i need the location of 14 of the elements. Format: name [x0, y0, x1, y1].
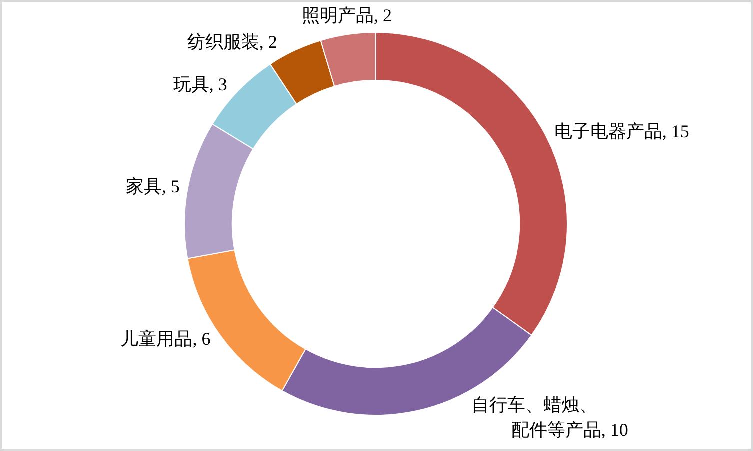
data-label: , 2 [259, 32, 278, 52]
data-label: , 2 [374, 5, 392, 26]
slice-label: 儿童用品 [120, 328, 193, 349]
slice-label: 玩具 [173, 74, 210, 94]
data-label: , 6 [192, 328, 211, 349]
slice-label: 电子电器产品 [554, 122, 662, 142]
data-label: , 5 [162, 176, 180, 196]
data-label: , 3 [209, 74, 228, 94]
data-label: , 10 [601, 420, 628, 440]
slice-label: 家具 [126, 176, 162, 196]
slice-label: 自行车、蜡烛、配件等产品 [471, 394, 602, 440]
slice-label: 照明产品 [302, 5, 374, 26]
slice-label: 纺织服装 [187, 32, 260, 52]
data-label: , 15 [662, 122, 690, 142]
